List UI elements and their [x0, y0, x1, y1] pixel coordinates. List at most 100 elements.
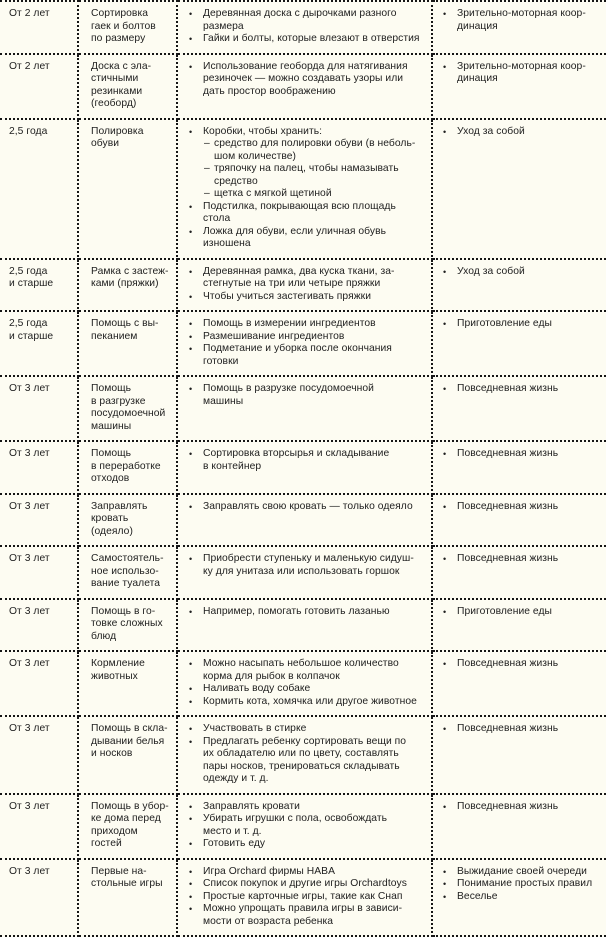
- bullet-item: • Выжидание своей очереди: [433, 866, 602, 879]
- age-label: От 3 лет: [9, 383, 50, 394]
- bullet-icon: •: [189, 291, 193, 302]
- bullet-item: • Предлагать ребенку сортировать вещи по …: [178, 736, 429, 786]
- item-text: Можно упрощать правила игры в зависи- мо…: [203, 903, 403, 927]
- item-text: Чтобы учиться застегивать пряжки: [203, 290, 372, 302]
- bullet-icon: •: [443, 606, 447, 617]
- bullet-icon: •: [189, 201, 193, 212]
- bullet-icon: •: [189, 801, 193, 812]
- sub-item: – щетка с мягкой щетиной: [178, 188, 429, 201]
- table-row: От 3 лет Первые на- стольные игры • Игра …: [0, 857, 606, 937]
- bullet-item: • Зрительно-моторная коор- динация: [433, 61, 602, 86]
- activity-label: Помощь в скла- дывании белья и носков: [91, 723, 168, 759]
- bullet-item: • Повседневная жизнь: [433, 553, 602, 566]
- item-text: Кормить кота, хомячка или другое животно…: [203, 695, 417, 707]
- bullet-item: • Помощь в измерении ингредиентов: [178, 318, 429, 331]
- activity-label: Первые на- стольные игры: [91, 865, 163, 890]
- bullet-item: • Список покупок и другие игры Orchardtoy…: [178, 878, 429, 891]
- bullet-item: • Ложка для обуви, если уличная обувь изн…: [178, 226, 429, 251]
- item-text: Помощь в измерении ингредиентов: [203, 318, 376, 329]
- bullet-item: • Убирать игрушки с пола, освобождать мес…: [178, 813, 429, 838]
- activity-cell: Полировка обуви: [77, 117, 178, 260]
- details-cell: • Участвовать в стирке • Предлагать ребенку…: [176, 715, 433, 795]
- item-text: Подметание и уборка после окончания гото…: [203, 343, 392, 367]
- item-text: Повседневная жизнь: [457, 658, 559, 669]
- item-text: Повседневная жизнь: [457, 448, 559, 459]
- item-text: средство для полировки обуви (в неболь- …: [214, 138, 416, 162]
- bullet-icon: •: [189, 266, 193, 277]
- item-text: Игра Orchard фирмы HABA: [203, 865, 336, 877]
- table-row: От 3 лет Помощь в разгрузке посудомоечно…: [0, 375, 606, 442]
- age-cell: 2,5 года: [0, 117, 79, 260]
- details-cell: • Игра Orchard фирмы HABA • Список покупок …: [176, 857, 433, 937]
- sub-item: – средство для полировки обуви (в неболь-…: [178, 138, 429, 163]
- bullet-item: • Чтобы учиться застегивать пряжки: [178, 291, 429, 304]
- activity-cell: Сортировка гаек и болтов по размеру: [77, 0, 178, 55]
- bullet-icon: •: [443, 319, 447, 329]
- details-cell: • Приобрести ступеньку и маленькую сидуш-…: [176, 545, 433, 600]
- bullet-item: • Подметание и уборка после окончания гот…: [178, 343, 429, 368]
- item-text: Веселье: [457, 890, 498, 902]
- details-cell: • Сортировка вторсырья и складывание в ко…: [176, 440, 433, 495]
- category-cell: • Повседневная жизнь: [431, 375, 606, 442]
- item-text: Приготовление еды: [457, 318, 552, 329]
- age-cell: От 3 лет: [0, 375, 79, 442]
- bullet-icon: •: [189, 344, 193, 354]
- bullet-icon: •: [189, 736, 193, 747]
- bullet-item: • Простые карточные игры, такие как Снап: [178, 891, 429, 904]
- details-cell: • Можно насыпать небольшое количество кор…: [176, 650, 433, 717]
- category-cell: • Повседневная жизнь: [431, 715, 606, 795]
- bullet-icon: •: [443, 449, 447, 459]
- activity-cell: Доска с эла- стичными резинками (геоборд…: [77, 52, 178, 120]
- bullet-item: • Коробки, чтобы хранить:: [178, 126, 429, 139]
- details-cell: • Помощь в разрузке посудомоечной машины: [176, 375, 433, 442]
- bullet-icon: •: [189, 554, 193, 564]
- category-cell: • Уход за собой: [431, 257, 606, 312]
- details-cell: • Деревянная рамка, два куска ткани, за- …: [176, 257, 433, 312]
- age-cell: От 3 лет: [0, 857, 79, 937]
- age-label: От 3 лет: [9, 800, 50, 812]
- item-text: Размешивание ингредиентов: [203, 330, 345, 342]
- bullet-icon: •: [443, 266, 447, 277]
- bullet-item: • Приготовление еды: [433, 606, 602, 619]
- age-cell: От 3 лет: [0, 597, 79, 652]
- bullet-icon: •: [189, 866, 193, 877]
- bullet-item: • Приготовление еды: [433, 318, 602, 331]
- category-cell: • Повседневная жизнь: [431, 650, 606, 717]
- bullet-item: • Повседневная жизнь: [433, 448, 602, 461]
- category-cell: • Уход за собой: [431, 117, 606, 260]
- item-text: Гайки и болты, которые влезают в отверст…: [203, 33, 420, 44]
- bullet-icon: •: [189, 126, 193, 137]
- bullet-icon: •: [443, 554, 447, 564]
- table-row: 2,5 года и старше Помощь с вы- пеканием …: [0, 310, 606, 377]
- bullet-item: • Повседневная жизнь: [433, 383, 602, 396]
- age-label: От 3 лет: [9, 865, 50, 877]
- bullet-item: • Готовить еду: [178, 838, 429, 851]
- bullet-item: • Игра Orchard фирмы HABA: [178, 866, 429, 879]
- item-text: Использование геоборда для натягивания р…: [203, 60, 408, 97]
- bullet-icon: •: [443, 801, 447, 812]
- age-label: От 2 лет: [9, 60, 50, 72]
- bullet-item: • Помощь в разрузке посудомоечной машины: [178, 383, 429, 408]
- age-cell: От 3 лет: [0, 650, 79, 717]
- bullet-icon: •: [189, 696, 193, 707]
- table-row: 2,5 года Полировка обуви • Коробки, чтобы…: [0, 117, 606, 260]
- bullet-icon: •: [189, 891, 193, 902]
- table-row: От 3 лет Помощь в переработке отходов • С…: [0, 440, 606, 495]
- activity-cell: Заправлять кровать (одеяло): [77, 492, 178, 547]
- age-cell: 2,5 года и старше: [0, 257, 79, 312]
- bullet-item: • Деревянная рамка, два куска ткани, за- …: [178, 266, 429, 291]
- bullet-icon: •: [189, 34, 193, 44]
- item-text: Повседневная жизнь: [457, 383, 559, 394]
- activity-label: Рамка с застеж- ками (пряжки): [91, 265, 169, 290]
- bullet-icon: •: [443, 724, 447, 734]
- bullet-icon: •: [189, 331, 193, 342]
- table-row: От 3 лет Заправлять кровать (одеяло) • За…: [0, 492, 606, 547]
- activity-label: Самостоятель- ное использо- вание туалет…: [91, 553, 164, 589]
- item-text: Приготовление еды: [457, 605, 552, 617]
- item-text: Деревянная доска с дырочками разного раз…: [203, 8, 397, 32]
- item-text: Предлагать ребенку сортировать вещи по и…: [203, 735, 407, 785]
- item-text: Повседневная жизнь: [457, 553, 559, 564]
